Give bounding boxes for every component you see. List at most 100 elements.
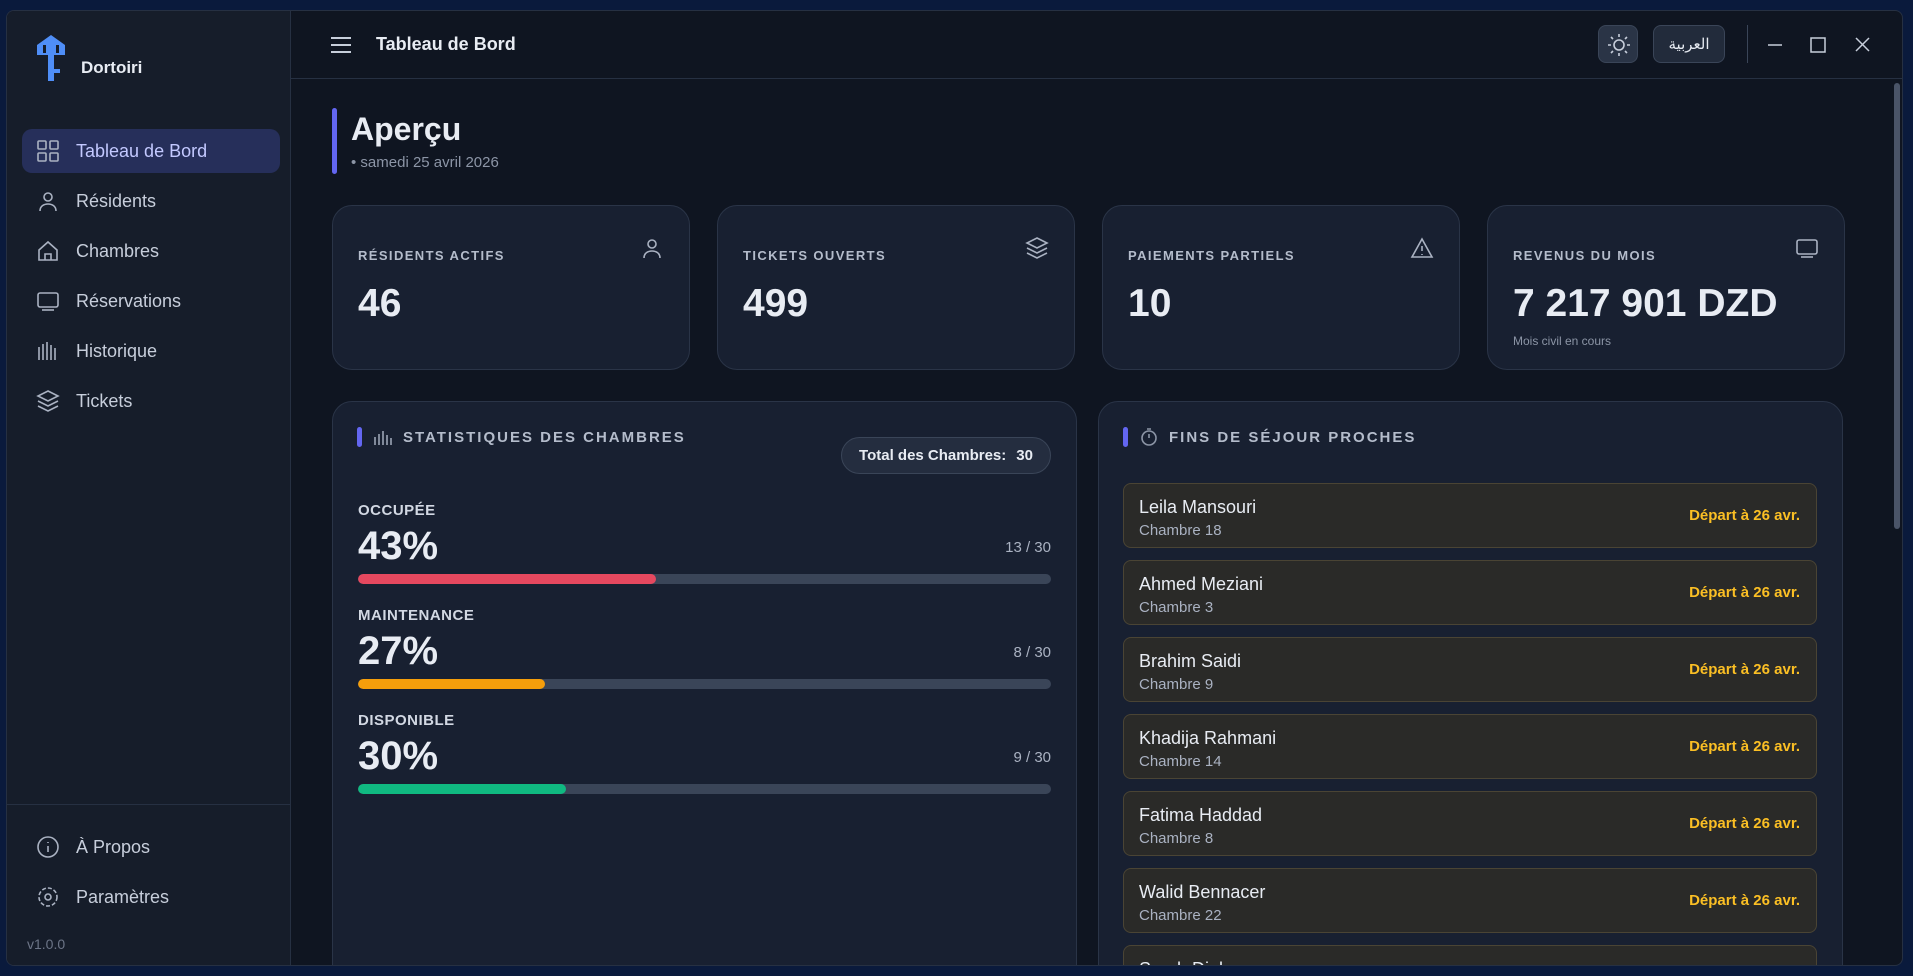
row-count: 13 / 30 xyxy=(1005,539,1051,556)
accent-bar xyxy=(1123,427,1128,447)
menu-button[interactable] xyxy=(329,35,353,55)
icon xyxy=(643,239,661,259)
stat-label: REVENUS DU MOIS xyxy=(1513,248,1657,263)
icon xyxy=(38,240,58,261)
page-title: Aperçu xyxy=(351,111,462,147)
nav-item[interactable]: À Propos xyxy=(76,836,151,857)
progress-bar xyxy=(358,574,656,584)
rooms-panel: STATISTIQUES DES CHAMBRES Total des Cham… xyxy=(332,401,1077,965)
icon xyxy=(1410,237,1434,258)
total-value: 30 xyxy=(1016,447,1033,464)
row-count: 9 / 30 xyxy=(1013,749,1051,766)
room: Chambre 18 xyxy=(1139,522,1222,539)
icon xyxy=(37,140,59,162)
nav-item[interactable]: Historique xyxy=(76,340,158,361)
header: Tableau de Bord العربية xyxy=(291,11,1902,79)
departure: Départ à 26 avr. xyxy=(1689,661,1800,678)
departure: Départ à 26 avr. xyxy=(1689,507,1800,524)
departure-item[interactable]: Fatima Haddad Chambre 8 Départ à 26 avr. xyxy=(1123,791,1817,856)
progress-track xyxy=(358,574,1051,584)
row-count: 8 / 30 xyxy=(1013,644,1051,661)
icon xyxy=(37,836,59,858)
page-date: • samedi 25 avril 2026 xyxy=(351,154,499,171)
nav-item[interactable]: Tickets xyxy=(76,390,133,411)
icon xyxy=(37,292,59,311)
accent-bar xyxy=(332,108,337,174)
stat-value: 7 217 901 DZD xyxy=(1513,282,1778,325)
stat-card: RÉSIDENTS ACTIFS 46 xyxy=(332,205,690,370)
stat-value: 10 xyxy=(1128,282,1172,325)
endings-panel: FINS DE SÉJOUR PROCHES Leila Mansouri Cha… xyxy=(1098,401,1843,965)
window-controls[interactable] xyxy=(1764,33,1874,57)
icon xyxy=(1796,239,1818,258)
stat-value: 499 xyxy=(743,282,809,325)
room: Chambre 14 xyxy=(1139,753,1222,770)
departure: Départ à 26 avr. xyxy=(1689,892,1800,909)
scrollbar[interactable] xyxy=(1894,83,1900,529)
room: Chambre 8 xyxy=(1139,830,1214,847)
stat-value: 46 xyxy=(358,282,402,325)
departure-item[interactable]: Walid Bennacer Chambre 22 Départ à 26 avr. xyxy=(1123,868,1817,933)
theme-button[interactable] xyxy=(1598,25,1638,63)
resident-name: Sarah Djabou xyxy=(1139,959,1249,965)
departure-item[interactable]: Leila Mansouri Chambre 18 Départ à 26 avr. xyxy=(1123,483,1817,548)
room: Chambre 3 xyxy=(1139,599,1214,616)
departure: Départ à 26 avr. xyxy=(1689,738,1800,755)
window: Dortoiri v1.0.0 Tableau de Bord Résidents… xyxy=(6,10,1903,966)
version: v1.0.0 xyxy=(27,936,66,952)
total-pill: Total des Chambres: 30 xyxy=(841,437,1051,474)
room: Chambre 9 xyxy=(1139,676,1214,693)
logo xyxy=(37,35,65,81)
panel-title: FINS DE SÉJOUR PROCHES xyxy=(1169,429,1417,446)
nav-item[interactable]: Résidents xyxy=(76,190,157,211)
stat-label: PAIEMENTS PARTIELS xyxy=(1128,248,1296,263)
nav-item[interactable]: Tableau de Bord xyxy=(22,129,280,173)
icon xyxy=(38,342,56,360)
sidebar: Dortoiri v1.0.0 Tableau de Bord Résidents… xyxy=(7,11,291,965)
icon xyxy=(38,887,58,907)
resident-name: Walid Bennacer xyxy=(1139,882,1266,902)
departure-item[interactable]: Khadija Rahmani Chambre 14 Départ à 26 avr… xyxy=(1123,714,1817,779)
accent-bar xyxy=(357,427,362,447)
row-percent: 27% xyxy=(358,629,439,673)
departure-item[interactable]: Brahim Saidi Chambre 9 Départ à 26 avr. xyxy=(1123,637,1817,702)
language-button[interactable]: العربية xyxy=(1653,25,1725,63)
stat-note: Mois civil en cours xyxy=(1513,334,1612,348)
icon xyxy=(36,390,60,412)
row-label: MAINTENANCE xyxy=(358,607,475,624)
panel-title: STATISTIQUES DES CHAMBRES xyxy=(403,429,686,446)
row-percent: 43% xyxy=(358,524,439,568)
divider xyxy=(7,804,291,805)
progress-bar xyxy=(358,679,546,689)
nav-item[interactable]: Paramètres xyxy=(76,886,170,907)
stat-card: PAIEMENTS PARTIELS 10 xyxy=(1102,205,1460,370)
resident-name: Brahim Saidi xyxy=(1139,651,1242,671)
stat-label: RÉSIDENTS ACTIFS xyxy=(358,248,505,263)
header-title: Tableau de Bord xyxy=(376,34,516,54)
resident-name: Leila Mansouri xyxy=(1139,497,1257,517)
nav-item[interactable]: Chambres xyxy=(76,240,160,261)
room: Chambre 22 xyxy=(1139,907,1222,924)
row-percent: 30% xyxy=(358,734,439,778)
resident-name: Ahmed Meziani xyxy=(1139,574,1264,594)
departure-item[interactable]: Ahmed Meziani Chambre 3 Départ à 26 avr. xyxy=(1123,560,1817,625)
divider xyxy=(1747,25,1748,63)
stat-label: TICKETS OUVERTS xyxy=(743,248,887,263)
row-label: OCCUPÉE xyxy=(358,502,436,519)
progress-track xyxy=(358,784,1051,794)
departure-item[interactable]: Sarah Djabou xyxy=(1123,945,1817,965)
icon xyxy=(39,192,57,212)
resident-name: Khadija Rahmani xyxy=(1139,728,1277,748)
total-label: Total des Chambres: xyxy=(859,447,1007,464)
icon xyxy=(1025,237,1049,259)
timer-icon xyxy=(1141,428,1157,446)
date: samedi 25 avril 2026 xyxy=(360,154,499,171)
departure: Départ à 26 avr. xyxy=(1689,584,1800,601)
row-label: DISPONIBLE xyxy=(358,712,455,729)
progress-track xyxy=(358,679,1051,689)
stat-card: REVENUS DU MOIS 7 217 901 DZD Mois civil e… xyxy=(1487,205,1845,370)
app-name: Dortoiri xyxy=(81,58,143,77)
nav-item[interactable]: Réservations xyxy=(76,290,182,311)
stat-card: TICKETS OUVERTS 499 xyxy=(717,205,1075,370)
